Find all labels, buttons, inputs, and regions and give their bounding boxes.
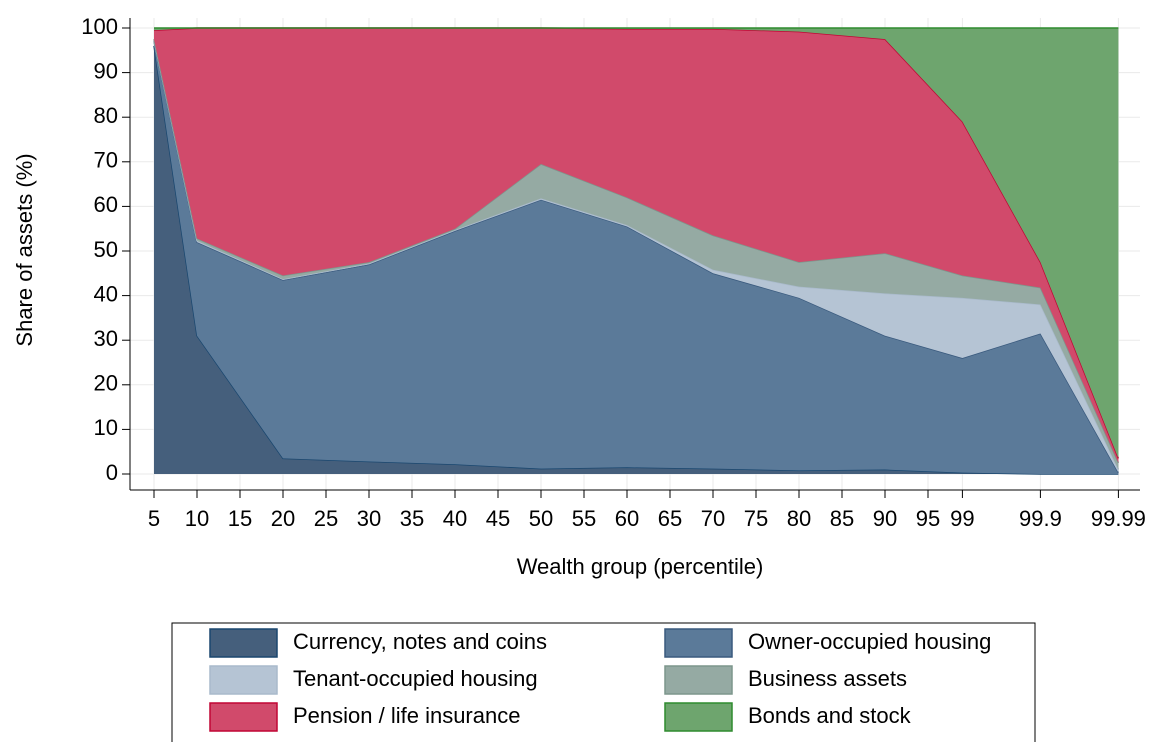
area [154, 45, 1119, 475]
legend-label: Bonds and stock [748, 703, 912, 728]
legend-label: Tenant-occupied housing [293, 666, 538, 691]
x-tick-label: 30 [357, 506, 381, 531]
x-tick-label: 50 [529, 506, 553, 531]
x-tick-label: 45 [486, 506, 510, 531]
x-tick-label: 40 [443, 506, 467, 531]
legend-label: Owner-occupied housing [748, 629, 991, 654]
x-tick-label: 85 [830, 506, 854, 531]
y-tick-label: 10 [94, 415, 118, 440]
y-tick-label: 20 [94, 371, 118, 396]
legend-swatch [209, 665, 278, 695]
x-tick-label: 80 [787, 506, 811, 531]
legend-swatch [664, 702, 733, 732]
y-tick-label: 0 [106, 460, 118, 485]
legend-swatch [209, 702, 278, 732]
y-tick-label: 70 [94, 148, 118, 173]
legend-swatch [209, 628, 278, 658]
x-tick-label: 15 [228, 506, 252, 531]
x-tick-label: 95 [916, 506, 940, 531]
y-axis-label: Share of assets (%) [12, 153, 37, 346]
y-tick-label: 30 [94, 326, 118, 351]
x-tick-label: 65 [658, 506, 682, 531]
legend-swatch [664, 665, 733, 695]
x-tick-label: 90 [873, 506, 897, 531]
area [154, 41, 1119, 474]
y-tick-label: 60 [94, 192, 118, 217]
x-axis-label: Wealth group (percentile) [517, 554, 764, 579]
x-tick-label: 35 [400, 506, 424, 531]
x-tick-label: 99 [950, 506, 974, 531]
x-tick-label: 70 [701, 506, 725, 531]
x-tick-label: 99.9 [1019, 506, 1062, 531]
x-tick-label: 60 [615, 506, 639, 531]
legend-swatch [664, 628, 733, 658]
y-tick-label: 100 [81, 14, 118, 39]
x-tick-label: 75 [744, 506, 768, 531]
x-tick-label: 10 [185, 506, 209, 531]
area [154, 28, 1119, 463]
legend-label: Currency, notes and coins [293, 629, 547, 654]
y-tick-label: 40 [94, 281, 118, 306]
legend-label: Pension / life insurance [293, 703, 520, 728]
y-tick-label: 90 [94, 58, 118, 83]
x-tick-label: 20 [271, 506, 295, 531]
x-tick-label: 55 [572, 506, 596, 531]
x-tick-label: 99.99 [1091, 506, 1146, 531]
y-tick-label: 80 [94, 103, 118, 128]
area [154, 28, 1119, 459]
x-tick-label: 25 [314, 506, 338, 531]
legend-box [171, 622, 1036, 742]
y-tick-label: 50 [94, 237, 118, 262]
x-tick-label: 5 [148, 506, 160, 531]
legend-label: Business assets [748, 666, 907, 691]
